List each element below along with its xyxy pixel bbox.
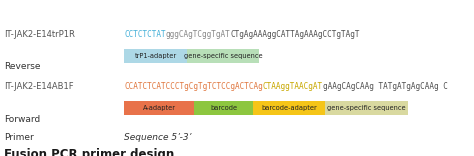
Text: gene-specific sequence: gene-specific sequence (184, 53, 263, 59)
Text: Primer: Primer (4, 133, 34, 142)
Text: gggCAgTCggTgAT: gggCAgTCggTgAT (166, 30, 230, 39)
Text: Fusion PCR primer design: Fusion PCR primer design (4, 148, 174, 156)
Text: CCATCTCATCCCTgCgTgTCTCCgACTCAg: CCATCTCATCCCTgCgTgTCTCCgACTCAg (124, 82, 263, 91)
FancyBboxPatch shape (253, 101, 325, 115)
FancyBboxPatch shape (124, 101, 194, 115)
Text: barcode: barcode (210, 105, 237, 111)
FancyBboxPatch shape (124, 49, 187, 63)
Text: A-adapter: A-adapter (143, 105, 176, 111)
Text: CTgAgAAAggCATTAgAAAgCCTgTAgT: CTgAgAAAggCATTAgAAAgCCTgTAgT (230, 30, 360, 39)
Text: gene-specific sequence: gene-specific sequence (328, 105, 406, 111)
Text: IT-JAK2-E14trP1R: IT-JAK2-E14trP1R (4, 30, 75, 39)
Text: CTAAggTAACgAT: CTAAggTAACgAT (263, 82, 323, 91)
FancyBboxPatch shape (194, 101, 253, 115)
Text: trP1-adapter: trP1-adapter (135, 53, 177, 59)
Text: CCTCTCTAT: CCTCTCTAT (124, 30, 166, 39)
Text: Forward: Forward (4, 115, 40, 124)
Text: Sequence 5ʹ-3ʹ: Sequence 5ʹ-3ʹ (124, 133, 191, 142)
FancyBboxPatch shape (187, 49, 259, 63)
Text: IT-JAK2-E14AB1F: IT-JAK2-E14AB1F (4, 82, 73, 91)
FancyBboxPatch shape (325, 101, 408, 115)
Text: gAAgCAgCAAg TATgATgAgCAAg C: gAAgCAgCAAg TATgATgAgCAAg C (323, 82, 448, 91)
Text: Reverse: Reverse (4, 62, 40, 71)
Text: barcode-adapter: barcode-adapter (261, 105, 317, 111)
